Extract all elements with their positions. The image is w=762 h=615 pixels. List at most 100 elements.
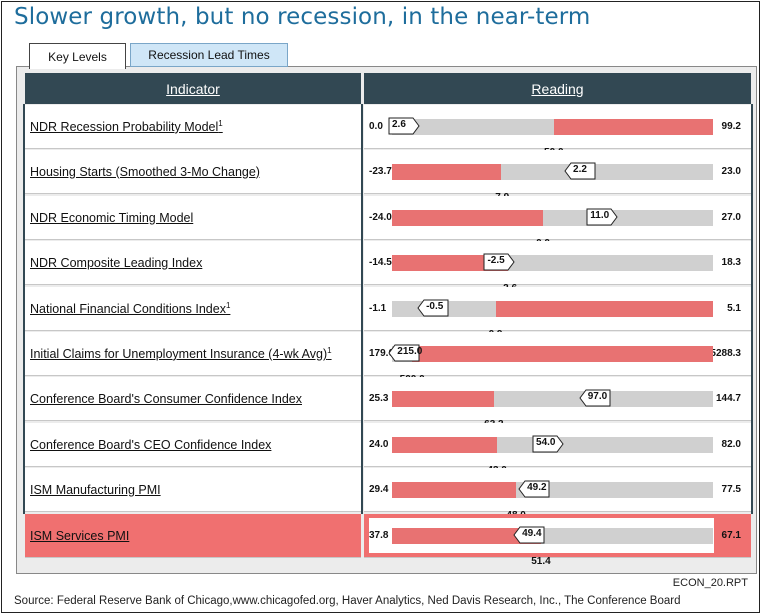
- indicator-label: NDR Economic Timing Model: [30, 210, 194, 225]
- indicator-link[interactable]: Conference Board's Consumer Confidence I…: [30, 392, 302, 406]
- current-reading-value: 215.0: [397, 346, 423, 357]
- indicator-cell: ISM Services PMI: [25, 514, 361, 558]
- range-min-label: -1.1: [369, 303, 387, 314]
- indicator-cell: ISM Manufacturing PMI: [25, 468, 361, 512]
- range-max-label: 99.2: [721, 121, 741, 132]
- current-reading-value: 49.2: [527, 482, 547, 493]
- range-min-label: -23.7: [369, 166, 392, 177]
- reading-cell: -24.0 27.0 0.011.0: [364, 196, 751, 249]
- indicator-link[interactable]: NDR Economic Timing Model: [30, 211, 193, 225]
- current-reading-left-arrow-icon: 215.0: [388, 344, 423, 362]
- current-reading-right-arrow-icon: 2.6: [388, 117, 420, 135]
- table-left-border: [23, 104, 25, 514]
- indicator-cell: NDR Economic Timing Model: [25, 196, 361, 240]
- reading-cell: 179.0 5288.3500.0215.0: [364, 332, 751, 385]
- indicator-label: Conference Board's CEO Confidence Index: [30, 437, 272, 452]
- indicator-cell: Housing Starts (Smoothed 3-Mo Change): [25, 150, 361, 194]
- indicator-cell: NDR Composite Leading Index: [25, 241, 361, 285]
- reading-bar: 51.4 49.4: [392, 526, 713, 567]
- current-reading-value: 2.2: [573, 164, 587, 175]
- current-reading-left-arrow-icon: 49.2: [518, 480, 550, 498]
- indicator-label: NDR Recession Probability Model: [30, 120, 219, 135]
- reading-bar: 43.054.0: [392, 435, 713, 476]
- indicator-link[interactable]: ISM Manufacturing PMI: [30, 483, 161, 497]
- indicator-label: Conference Board's Consumer Confidence I…: [30, 391, 302, 406]
- current-reading-left-arrow-icon: 97.0: [579, 389, 611, 407]
- reading-bar: 50.02.6: [388, 117, 713, 158]
- range-max-label: 18.3: [721, 257, 741, 268]
- danger-zone-bar: [412, 346, 713, 362]
- indicator-link[interactable]: NDR Composite Leading Index: [30, 256, 202, 270]
- current-reading-value: 97.0: [587, 391, 608, 402]
- indicator-column-header[interactable]: Indicator: [25, 73, 361, 104]
- table-column-divider: [361, 104, 363, 514]
- indicator-link[interactable]: NDR Recession Probability Model1: [30, 119, 223, 134]
- reading-bar: 63.297.0: [392, 389, 713, 430]
- current-reading-right-arrow-icon: -2.5: [483, 253, 516, 271]
- reading-cell: 29.4 77.5 48.049.2: [364, 468, 751, 521]
- danger-zone-bar: [392, 528, 541, 544]
- range-min-label: 29.4: [369, 484, 389, 495]
- range-min-label: 37.8: [369, 530, 389, 541]
- reading-column-header[interactable]: Reading: [364, 73, 751, 104]
- range-max-label: 67.1: [721, 530, 741, 541]
- current-reading-value: 49.4: [522, 528, 542, 539]
- indicator-link[interactable]: Initial Claims for Unemployment Insuranc…: [30, 346, 332, 361]
- range-max-label: 77.5: [721, 484, 741, 495]
- tab-key-levels[interactable]: Key Levels: [29, 43, 126, 69]
- indicator-label: National Financial Conditions Index: [30, 302, 226, 317]
- danger-zone-bar: [392, 391, 494, 407]
- current-reading-left-arrow-icon: 49.4: [513, 526, 545, 544]
- table-right-border: [751, 104, 753, 514]
- indicator-link[interactable]: Housing Starts (Smoothed 3-Mo Change): [30, 165, 260, 179]
- range-min-label: -24.0: [369, 212, 392, 223]
- current-reading-value: 11.0: [590, 210, 610, 221]
- range-max-label: 5.1: [727, 303, 741, 314]
- indicator-cell: National Financial Conditions Index1: [25, 287, 361, 331]
- indicator-label: Housing Starts (Smoothed 3-Mo Change): [30, 164, 260, 179]
- reading-bar: -2.6-2.5: [392, 253, 713, 294]
- range-max-label: 23.0: [721, 166, 741, 177]
- range-min-label: 24.0: [369, 439, 389, 450]
- threshold-label: 51.4: [531, 556, 551, 567]
- reading-cell: -1.1 5.1 0.9-0.5: [364, 287, 751, 340]
- indicator-link[interactable]: ISM Services PMI: [30, 529, 129, 543]
- footnote-marker: 1: [225, 300, 231, 310]
- indicator-link[interactable]: National Financial Conditions Index1: [30, 301, 230, 316]
- danger-zone-bar: [392, 482, 517, 498]
- source-note: Source: Federal Reserve Bank of Chicago,…: [14, 595, 681, 607]
- indicator-label: NDR Composite Leading Index: [30, 255, 203, 270]
- reading-bar: -7.92.2: [392, 162, 713, 203]
- indicator-cell: Conference Board's CEO Confidence Index: [25, 423, 361, 467]
- range-min-label: 25.3: [369, 393, 389, 404]
- range-min-label: 179.0: [369, 348, 395, 359]
- danger-zone-bar: [392, 437, 498, 453]
- indicator-link[interactable]: Conference Board's CEO Confidence Index: [30, 438, 271, 452]
- reading-cell: -23.7 23.0 -7.92.2: [364, 150, 751, 203]
- range-max-label: 144.7: [715, 393, 741, 404]
- indicator-cell: Conference Board's Consumer Confidence I…: [25, 377, 361, 421]
- reading-bar: 500.0215.0: [388, 344, 713, 385]
- footnote-marker: 1: [218, 118, 223, 128]
- current-reading-left-arrow-icon: 2.2: [564, 162, 596, 180]
- tab-recession-lead-times[interactable]: Recession Lead Times: [130, 43, 288, 67]
- indicator-cell: NDR Recession Probability Model1: [25, 105, 361, 149]
- reading-cell: 0.0 99.2 50.02.6: [364, 105, 751, 158]
- current-reading-value: 54.0: [536, 437, 556, 448]
- reading-cell: 25.3 144.763.297.0: [364, 377, 751, 430]
- current-reading-right-arrow-icon: 54.0: [532, 435, 564, 453]
- danger-zone-bar: [495, 301, 713, 317]
- current-reading-value: -2.5: [487, 255, 505, 266]
- reading-cell: -14.5 18.3 -2.6-2.5: [364, 241, 751, 294]
- range-min-label: -14.5: [369, 257, 392, 268]
- range-max-label: 5288.3: [710, 348, 741, 359]
- current-reading-left-arrow-icon: -0.5: [417, 299, 449, 317]
- indicator-label: Initial Claims for Unemployment Insuranc…: [30, 347, 328, 362]
- reading-cell: 37.8 67.1 51.4 49.4: [364, 514, 751, 567]
- current-reading-value: 2.6: [392, 119, 406, 130]
- danger-zone-bar: [553, 119, 713, 135]
- page-title: Slower growth, but no recession, in the …: [14, 4, 591, 30]
- danger-zone-bar: [392, 164, 501, 180]
- indicator-cell: Initial Claims for Unemployment Insuranc…: [25, 332, 361, 376]
